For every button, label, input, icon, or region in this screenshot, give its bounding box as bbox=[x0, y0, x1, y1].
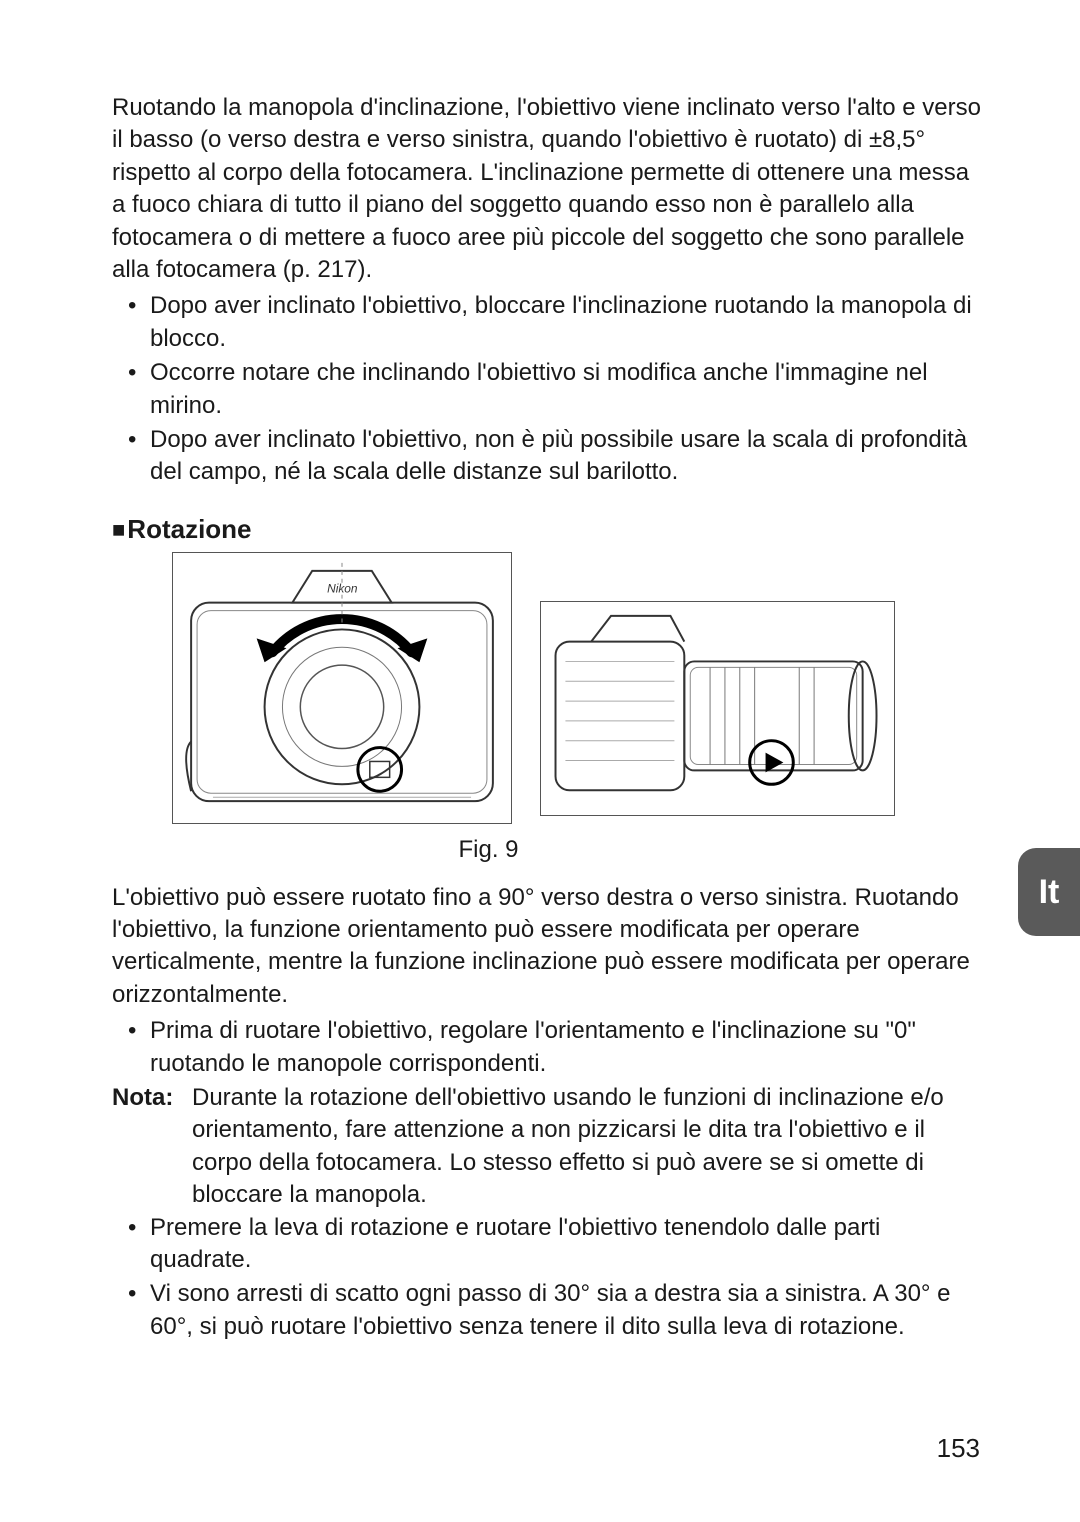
language-tab: It bbox=[1018, 848, 1080, 936]
list-item: Dopo aver inclinato l'obiettivo, non è p… bbox=[128, 424, 985, 489]
note-label: Nota: bbox=[112, 1082, 184, 1212]
section-heading-rotazione: Rotazione bbox=[112, 513, 985, 547]
list-item: Occorre notare che inclinando l'obiettiv… bbox=[128, 357, 985, 422]
note-text: Durante la rotazione dell'obiettivo usan… bbox=[184, 1082, 985, 1212]
list-item: Prima di ruotare l'obiettivo, regolare l… bbox=[128, 1015, 985, 1080]
page-number: 153 bbox=[937, 1432, 980, 1466]
list-item: Premere la leva di rotazione e ruotare l… bbox=[128, 1212, 985, 1277]
list-item: Dopo aver inclinato l'obiettivo, bloccar… bbox=[128, 290, 985, 355]
list-item: Vi sono arresti di scatto ogni passo di … bbox=[128, 1278, 985, 1343]
body-paragraph: L'obiettivo può essere ruotato fino a 90… bbox=[112, 882, 985, 1012]
figure-camera-rear: Nikon bbox=[172, 552, 512, 824]
svg-text:Nikon: Nikon bbox=[327, 582, 358, 596]
body-bullet-list-a: Prima di ruotare l'obiettivo, regolare l… bbox=[112, 1015, 985, 1080]
figure-caption: Fig. 9 bbox=[0, 834, 985, 865]
intro-paragraph: Ruotando la manopola d'inclinazione, l'o… bbox=[112, 92, 985, 286]
figure-row: Nikon bbox=[172, 552, 985, 824]
body-bullet-list-b: Premere la leva di rotazione e ruotare l… bbox=[112, 1212, 985, 1344]
intro-bullet-list: Dopo aver inclinato l'obiettivo, bloccar… bbox=[112, 290, 985, 488]
note-block: Nota: Durante la rotazione dell'obiettiv… bbox=[112, 1082, 985, 1212]
figure-camera-side bbox=[540, 601, 895, 816]
